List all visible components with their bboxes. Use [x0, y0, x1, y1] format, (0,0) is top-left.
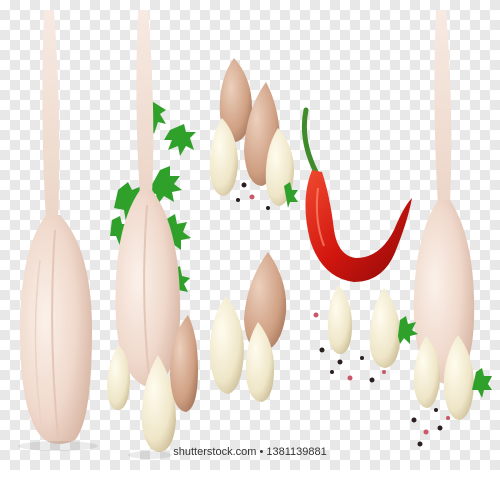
parsley-sprig-right [284, 182, 492, 398]
garlic-bulb-left [18, 10, 98, 451]
garlic-cloves-top [209, 58, 294, 206]
garlic-cloves-left [107, 315, 198, 459]
red-chili-pepper [301, 107, 412, 282]
garlic-bulb-right [413, 10, 475, 384]
watermark-credit: shutterstock.com • 1381139881 [173, 446, 327, 458]
garlic-cloves-right [327, 285, 474, 420]
photo-scene [0, 0, 500, 470]
peppercorns [236, 182, 450, 447]
garlic-cloves-middle [209, 252, 287, 402]
garlic-bulb-center [115, 10, 181, 388]
illustration [18, 10, 492, 459]
